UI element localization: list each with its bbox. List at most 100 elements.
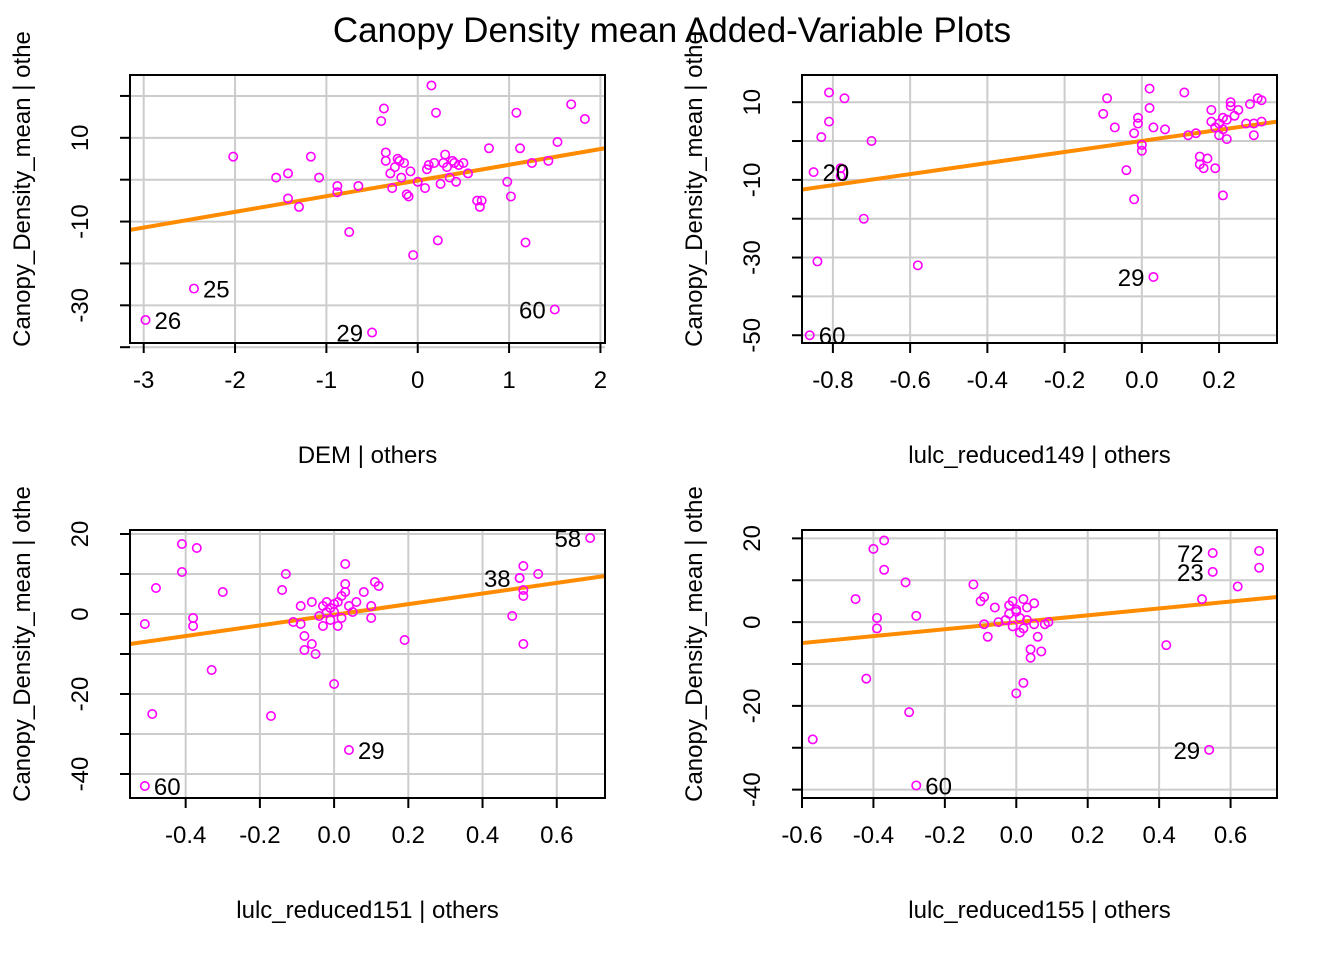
data-point xyxy=(332,180,343,191)
data-point xyxy=(1144,103,1155,114)
data-point xyxy=(426,80,437,91)
data-point xyxy=(306,596,317,607)
data-point xyxy=(520,237,531,248)
data-point xyxy=(1018,623,1029,634)
data-point xyxy=(1207,548,1218,559)
data-point xyxy=(566,99,577,110)
data-point xyxy=(332,187,343,198)
data-point xyxy=(396,172,407,183)
x-tick-label: -0.4 xyxy=(967,367,1008,394)
data-point xyxy=(277,584,288,595)
y-tick-label: -30 xyxy=(739,240,766,275)
x-tick-label: -0.4 xyxy=(853,822,894,849)
x-tick-label: 0.4 xyxy=(466,822,499,849)
data-point xyxy=(824,116,835,127)
data-point xyxy=(1029,619,1040,630)
data-point xyxy=(441,162,452,173)
data-point xyxy=(871,623,882,634)
data-point xyxy=(401,189,412,200)
x-tick-label: 0.2 xyxy=(1202,367,1235,394)
data-point xyxy=(812,256,823,267)
data-point xyxy=(310,648,321,659)
y-tick-label: 0 xyxy=(739,615,766,628)
data-point xyxy=(1148,122,1159,133)
y-tick-label: -10 xyxy=(67,204,94,239)
data-point xyxy=(1129,128,1140,139)
data-point xyxy=(399,634,410,645)
data-point xyxy=(432,235,443,246)
data-point xyxy=(283,193,294,204)
data-point xyxy=(979,619,990,630)
data-point xyxy=(585,532,596,543)
data-point xyxy=(458,157,469,168)
data-point xyxy=(1204,744,1215,755)
data-point xyxy=(1021,602,1032,613)
point-label: 20 xyxy=(823,160,850,187)
data-point xyxy=(266,710,277,721)
data-point xyxy=(1018,677,1029,688)
data-point xyxy=(1244,99,1255,110)
data-point xyxy=(1025,652,1036,663)
data-point xyxy=(866,136,877,147)
data-point xyxy=(306,638,317,649)
data-point xyxy=(385,168,396,179)
point-label: 60 xyxy=(925,773,952,800)
data-point xyxy=(511,107,522,118)
data-point xyxy=(412,176,423,187)
point-label: 60 xyxy=(154,774,181,801)
point-label: 29 xyxy=(358,738,385,765)
data-point xyxy=(1254,562,1265,573)
data-point xyxy=(1129,194,1140,205)
data-point xyxy=(332,620,343,631)
data-point xyxy=(1232,581,1243,592)
data-point xyxy=(347,606,358,617)
regression-line xyxy=(801,595,1278,646)
data-point xyxy=(1256,95,1267,106)
data-point xyxy=(1217,190,1228,201)
point-label: 29 xyxy=(1173,738,1200,765)
x-tick-label: 0.2 xyxy=(1071,822,1104,849)
data-point xyxy=(325,614,336,625)
data-point xyxy=(1217,124,1228,135)
x-tick-label: 0.2 xyxy=(392,822,425,849)
data-point xyxy=(353,180,364,191)
data-point xyxy=(507,610,518,621)
data-point xyxy=(462,168,473,179)
data-point xyxy=(358,586,369,597)
x-tick-label: 0.0 xyxy=(1000,822,1033,849)
data-point xyxy=(871,612,882,623)
plot-frame xyxy=(129,529,606,799)
data-point xyxy=(808,167,819,178)
x-tick-label: -0.6 xyxy=(889,367,930,394)
y-tick-label: -50 xyxy=(739,318,766,353)
data-point xyxy=(295,600,306,611)
x-tick-label: 0.4 xyxy=(1142,822,1175,849)
data-point xyxy=(420,183,431,194)
data-point xyxy=(911,610,922,621)
data-point xyxy=(911,780,922,791)
data-point xyxy=(824,87,835,98)
regression-line xyxy=(801,119,1278,192)
point-label: 60 xyxy=(519,298,546,325)
data-point xyxy=(1032,631,1043,642)
plot-frame xyxy=(129,74,606,344)
x-tick-label: -1 xyxy=(316,367,337,394)
data-point xyxy=(206,664,217,675)
data-point xyxy=(1132,112,1143,123)
data-point xyxy=(518,638,529,649)
data-point xyxy=(858,213,869,224)
data-point xyxy=(1036,646,1047,657)
x-tick-label: -0.2 xyxy=(239,822,280,849)
data-point xyxy=(879,564,890,575)
data-point xyxy=(435,178,446,189)
x-tick-label: -0.6 xyxy=(781,822,822,849)
data-point xyxy=(188,283,199,294)
data-point xyxy=(1029,598,1040,609)
data-point xyxy=(816,132,827,143)
data-point xyxy=(150,582,161,593)
data-point xyxy=(1007,596,1018,607)
data-point xyxy=(336,612,347,623)
y-tick-label: -30 xyxy=(67,288,94,323)
